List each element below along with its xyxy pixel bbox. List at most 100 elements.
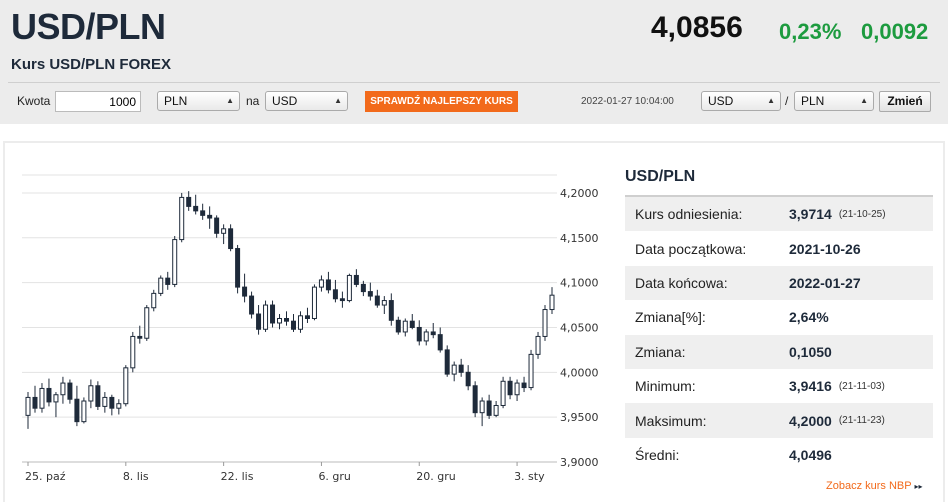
from-currency-select[interactable]: PLN ▲ [157,91,240,111]
stat-date: (21-11-23) [838,415,885,427]
candle-down [339,298,345,302]
candle-up [130,335,136,369]
candle-down [290,320,296,330]
stat-date: (21-10-25) [838,208,886,220]
stat-row: Średni: 4,0496 [625,438,933,472]
timestamp: 2022-01-27 10:04:00 [581,96,674,107]
pair-base-select[interactable]: USD ▲ [701,91,781,111]
candle-down [249,295,255,315]
stat-value: 4,0496 [789,446,832,463]
candle-up [102,396,108,407]
stat-value: 4,2000 [789,412,832,429]
select-arrows-icon: ▲ [767,96,775,105]
pair-quote-select[interactable]: PLN ▲ [794,91,874,111]
double-arrow-icon: ▸▸ [914,482,923,491]
candle-up [542,309,548,337]
header-bar: USD/PLN Kurs USD/PLN FOREX 4,0856 0,23% … [0,0,948,124]
stat-row: Minimum: 3,9416 (21-11-03) [625,369,933,403]
x-tick-label: 20. gru [416,470,455,483]
y-tick-label: 4,1500 [560,232,599,245]
amount-input[interactable] [55,91,141,112]
candle-down [193,205,199,212]
select-arrows-icon: ▲ [226,96,234,105]
stat-label: Data początkowa: [635,240,747,257]
x-tick-label: 22. lis [221,470,254,483]
stat-value: 0,1050 [789,343,832,360]
stat-row: Data końcowa: 2022-01-27 [625,265,933,301]
x-tick-label: 25. paź [25,470,66,483]
candle-down [416,326,422,342]
candle-up [311,286,317,319]
candle-up [60,382,66,396]
to-currency-select[interactable]: USD ▲ [265,91,348,111]
stat-date: (21-11-03) [838,380,885,392]
candle-down [325,279,331,291]
candle-down [32,396,38,409]
candle-down [458,364,464,373]
candle-down [284,318,290,322]
y-tick-label: 4,1000 [560,277,599,290]
stat-label: Kurs odniesienia: [635,206,743,223]
change-percent: 0,23% [779,19,842,44]
stat-row: Zmiana[%]: 2,64% [625,300,933,334]
nbp-link[interactable]: Zobacz kurs NBP ▸▸ [826,480,922,492]
candle-up [53,394,59,403]
y-tick-label: 3,9000 [560,456,599,469]
stat-row: Zmiana: 0,1050 [625,334,933,369]
candle-up [88,385,94,402]
pair-title: USD/PLN [11,6,166,47]
candle-down [367,291,373,297]
candle-down [437,334,443,351]
candle-down [228,228,234,250]
candle-up [402,320,408,333]
divider [8,82,940,83]
stat-label: Średni: [635,446,680,463]
select-arrows-icon: ▲ [860,96,868,105]
change-pair-button[interactable]: Zmień [879,91,931,112]
y-tick-label: 4,0500 [560,321,599,334]
candle-up [535,335,541,355]
best-rate-button[interactable]: SPRAWDŹ NAJLEPSZY KURS [365,91,518,112]
stat-label: Zmiana[%]: [635,309,706,326]
candle-down [109,396,115,409]
candle-up [172,239,178,285]
candle-down [200,210,206,216]
side-title: USD/PLN [625,168,696,185]
candle-up [144,307,150,339]
pair-subtitle: Kurs USD/PLN FOREX [11,56,172,73]
candle-up [423,331,429,342]
stat-value: 3,9714 [789,206,832,223]
candle-up [179,196,185,241]
stat-value: 3,9416 [789,378,832,395]
candle-down [137,335,143,339]
change-absolute: 0,0092 [861,19,929,44]
candle-up [151,292,157,309]
stat-label: Maksimum: [635,412,707,429]
candle-down [430,331,436,336]
candle-up [381,300,387,306]
candle-up [81,400,87,423]
candle-down [256,313,262,330]
candle-down [74,398,80,423]
candlestick-chart: 4,2000 4,1500 4,1000 4,0500 4,0000 3,9500 3,90… [22,174,612,483]
stat-row: Kurs odniesienia: 3,9714 (21-10-25) [625,197,933,232]
candle-down [332,289,338,300]
y-tick-label: 4,2000 [560,187,599,200]
candle-down [444,349,450,375]
candle-up [263,304,269,330]
candle-up [451,364,457,375]
pair-quote-value: PLN [801,94,825,108]
candle-up [479,400,485,414]
y-tick-label: 3,9500 [560,411,599,424]
side-divider [625,195,933,197]
candle-up [116,403,122,409]
stat-value: 2021-10-26 [789,240,861,257]
candle-up [297,315,303,330]
stat-label: Data końcowa: [635,274,728,291]
pair-base-value: USD [708,94,734,108]
na-label: na [246,94,260,108]
candle-down [486,400,492,416]
candle-up [346,274,352,302]
amount-label: Kwota [17,94,51,108]
x-tick-label: 3. sty [514,470,545,483]
